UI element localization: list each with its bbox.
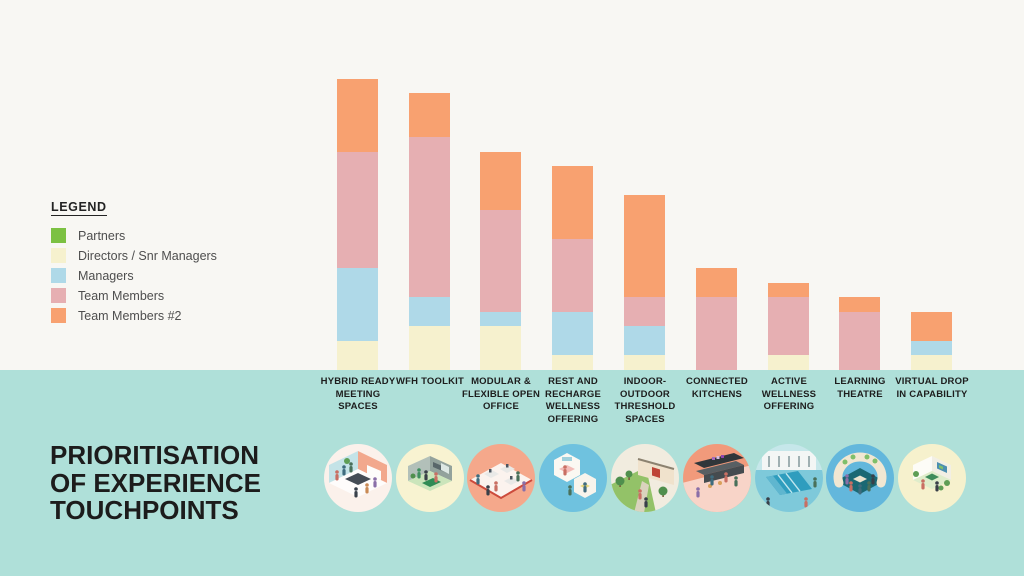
active-wellness-icon bbox=[754, 443, 824, 513]
category-column: CONNECTED KITCHENS bbox=[678, 0, 756, 576]
category-label: INDOOR-OUTDOOR THRESHOLD SPACES bbox=[614, 376, 676, 425]
wfh-toolkit-icon bbox=[395, 443, 465, 513]
category-column: ACTIVE WELLNESS OFFERING bbox=[750, 0, 828, 576]
bar-stack bbox=[552, 166, 593, 370]
bar-stack bbox=[480, 151, 521, 370]
bar-segment bbox=[552, 238, 593, 312]
bar-stack bbox=[911, 311, 952, 370]
category-label: MODULAR & FLEXIBLE OPEN OFFICE bbox=[461, 376, 541, 412]
legend-label: Directors / Snr Managers bbox=[78, 248, 217, 263]
legend-label: Team Members bbox=[78, 288, 165, 303]
category-label: WFH TOOLKIT bbox=[396, 376, 464, 387]
legend-swatch bbox=[51, 268, 66, 283]
bar-segment bbox=[624, 195, 665, 298]
legend-label: Partners bbox=[78, 228, 126, 243]
category-column: MODULAR & FLEXIBLE OPEN OFFICE bbox=[462, 0, 540, 576]
category-column: WFH TOOLKIT bbox=[391, 0, 469, 576]
bar-segment bbox=[337, 268, 378, 341]
category-label: HYBRID READY MEETING SPACES bbox=[320, 376, 396, 412]
legend-heading: LEGEND bbox=[51, 200, 107, 216]
bar-segment bbox=[409, 326, 450, 370]
bar-segment bbox=[480, 151, 521, 210]
connected-kitchens-icon bbox=[682, 443, 752, 513]
legend: LEGEND Partners Directors / Snr Managers… bbox=[51, 198, 217, 328]
bar-segment bbox=[409, 297, 450, 327]
bar-segment bbox=[768, 355, 809, 370]
indoor-outdoor-threshold-icon bbox=[610, 443, 680, 513]
legend-item: Team Members bbox=[51, 288, 217, 303]
bar-segment bbox=[768, 297, 809, 356]
legend-item: Team Members #2 bbox=[51, 308, 217, 323]
bar-segment bbox=[409, 137, 450, 298]
legend-item: Partners bbox=[51, 228, 217, 243]
category-label: REST AND RECHARGE WELLNESS OFFERING bbox=[545, 376, 601, 425]
category-label: CONNECTED KITCHENS bbox=[686, 376, 748, 400]
legend-item: Directors / Snr Managers bbox=[51, 248, 217, 263]
bar-segment bbox=[480, 311, 521, 327]
legend-swatch bbox=[51, 288, 66, 303]
bar-stack bbox=[337, 78, 378, 370]
legend-swatch bbox=[51, 248, 66, 263]
legend-label: Managers bbox=[78, 268, 134, 283]
bar-segment bbox=[696, 268, 737, 298]
hybrid-meeting-spaces-icon bbox=[323, 443, 393, 513]
bar-segment bbox=[768, 282, 809, 298]
legend-swatch bbox=[51, 228, 66, 243]
bar-segment bbox=[624, 355, 665, 370]
bar-segment bbox=[480, 326, 521, 370]
bar-segment bbox=[839, 311, 880, 370]
modular-open-office-icon bbox=[466, 443, 536, 513]
bar-segment bbox=[911, 355, 952, 370]
learning-theatre-icon bbox=[825, 443, 895, 513]
page-title: PRIORITISATION OF EXPERIENCE TOUCHPOINTS bbox=[50, 440, 261, 525]
bar-stack bbox=[768, 282, 809, 370]
bar-stack bbox=[409, 93, 450, 370]
category-label: ACTIVE WELLNESS OFFERING bbox=[761, 376, 817, 412]
rest-recharge-wellness-icon bbox=[538, 443, 608, 513]
category-column: HYBRID READY MEETING SPACES bbox=[319, 0, 397, 576]
bar-segment bbox=[552, 311, 593, 356]
bar-segment bbox=[839, 297, 880, 312]
bar-segment bbox=[911, 311, 952, 341]
bar-stack bbox=[839, 297, 880, 370]
bar-segment bbox=[337, 151, 378, 269]
bar-stack bbox=[696, 268, 737, 370]
bar-segment bbox=[624, 326, 665, 356]
bar-segment bbox=[552, 355, 593, 370]
virtual-drop-in-icon bbox=[897, 443, 967, 513]
bar-stack bbox=[624, 195, 665, 370]
category-column: LEARNING THEATRE bbox=[821, 0, 899, 576]
category-column: REST AND RECHARGE WELLNESS OFFERING bbox=[534, 0, 612, 576]
category-column: INDOOR-OUTDOOR THRESHOLD SPACES bbox=[606, 0, 684, 576]
category-column: VIRTUAL DROP IN CAPABILITY bbox=[893, 0, 971, 576]
category-label: LEARNING THEATRE bbox=[834, 376, 886, 400]
legend-swatch bbox=[51, 308, 66, 323]
bar-segment bbox=[480, 209, 521, 312]
legend-item: Managers bbox=[51, 268, 217, 283]
legend-label: Team Members #2 bbox=[78, 308, 182, 323]
bar-segment bbox=[624, 297, 665, 327]
bar-segment bbox=[696, 297, 737, 370]
bar-segment bbox=[552, 166, 593, 239]
category-label: VIRTUAL DROP IN CAPABILITY bbox=[895, 376, 969, 400]
bar-segment bbox=[409, 93, 450, 138]
bar-segment bbox=[337, 340, 378, 370]
bar-segment bbox=[337, 78, 378, 152]
bar-segment bbox=[911, 340, 952, 356]
